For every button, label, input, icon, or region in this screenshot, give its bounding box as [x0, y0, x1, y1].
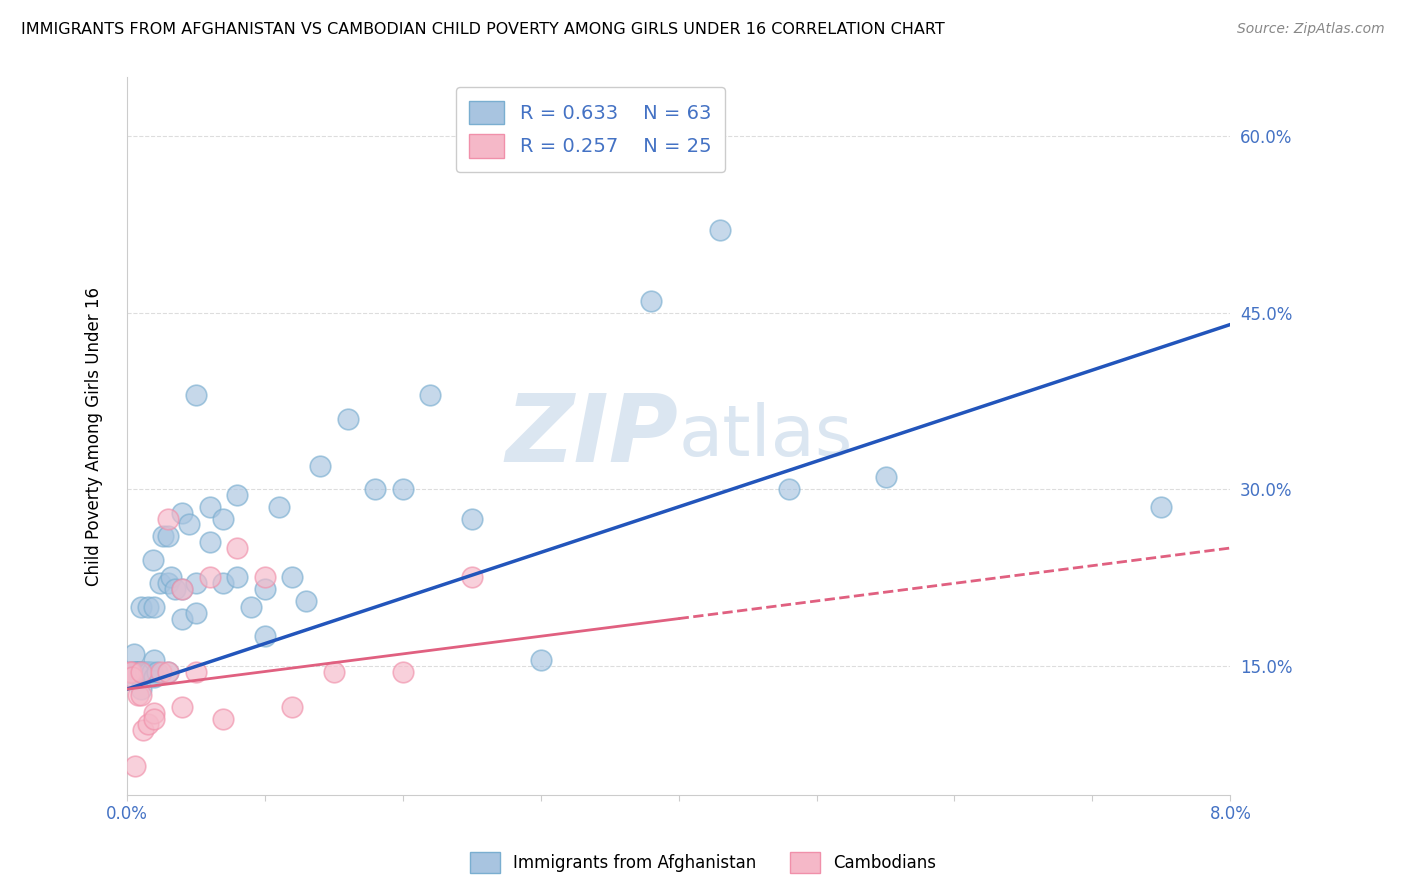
Point: [146, 665, 169, 679]
Point: [172, 611, 194, 625]
Point: [143, 653, 166, 667]
Point: [120, 665, 142, 679]
Point: [132, 723, 155, 738]
Point: [1150, 500, 1173, 514]
Point: [172, 506, 194, 520]
Point: [128, 665, 150, 679]
Point: [461, 570, 484, 584]
Point: [143, 670, 166, 684]
Point: [135, 665, 157, 679]
Point: [122, 665, 145, 679]
Point: [709, 223, 731, 237]
Y-axis label: Child Poverty Among Girls Under 16: Child Poverty Among Girls Under 16: [86, 286, 103, 586]
Point: [281, 699, 304, 714]
Point: [125, 665, 148, 679]
Point: [124, 665, 146, 679]
Point: [336, 411, 359, 425]
Point: [212, 712, 235, 726]
Point: [143, 599, 166, 614]
Point: [875, 470, 897, 484]
Point: [152, 529, 174, 543]
Point: [142, 553, 165, 567]
Point: [253, 629, 276, 643]
Point: [160, 570, 183, 584]
Text: Source: ZipAtlas.com: Source: ZipAtlas.com: [1237, 22, 1385, 37]
Point: [419, 388, 441, 402]
Point: [226, 570, 249, 584]
Point: [198, 570, 221, 584]
Point: [253, 570, 276, 584]
Point: [212, 511, 235, 525]
Point: [172, 582, 194, 597]
Point: [157, 576, 180, 591]
Point: [172, 582, 194, 597]
Point: [240, 599, 263, 614]
Point: [226, 488, 249, 502]
Point: [281, 570, 304, 584]
Point: [143, 712, 166, 726]
Legend: Immigrants from Afghanistan, Cambodians: Immigrants from Afghanistan, Cambodians: [463, 846, 943, 880]
Point: [118, 665, 141, 679]
Point: [124, 758, 146, 772]
Point: [129, 665, 152, 679]
Point: [267, 500, 290, 514]
Point: [118, 665, 141, 679]
Point: [778, 482, 800, 496]
Point: [127, 665, 149, 679]
Point: [120, 665, 142, 679]
Point: [184, 576, 207, 591]
Point: [157, 511, 180, 525]
Point: [253, 582, 276, 597]
Point: [226, 541, 249, 555]
Point: [530, 653, 553, 667]
Point: [129, 665, 152, 679]
Point: [309, 458, 332, 473]
Point: [129, 599, 152, 614]
Point: [198, 500, 221, 514]
Legend: R = 0.633    N = 63, R = 0.257    N = 25: R = 0.633 N = 63, R = 0.257 N = 25: [456, 87, 725, 171]
Point: [136, 665, 159, 679]
Point: [322, 665, 344, 679]
Text: IMMIGRANTS FROM AFGHANISTAN VS CAMBODIAN CHILD POVERTY AMONG GIRLS UNDER 16 CORR: IMMIGRANTS FROM AFGHANISTAN VS CAMBODIAN…: [21, 22, 945, 37]
Point: [138, 665, 160, 679]
Point: [132, 665, 155, 679]
Point: [121, 670, 143, 684]
Point: [364, 482, 387, 496]
Point: [157, 665, 180, 679]
Point: [134, 665, 156, 679]
Point: [129, 688, 152, 702]
Text: ZIP: ZIP: [506, 391, 679, 483]
Point: [150, 665, 173, 679]
Point: [121, 670, 143, 684]
Point: [141, 665, 163, 679]
Point: [640, 293, 662, 308]
Point: [129, 682, 152, 697]
Text: atlas: atlas: [679, 401, 853, 471]
Point: [391, 665, 413, 679]
Point: [212, 576, 235, 591]
Point: [184, 388, 207, 402]
Point: [157, 529, 180, 543]
Point: [122, 647, 145, 661]
Point: [127, 665, 149, 679]
Point: [127, 688, 149, 702]
Point: [172, 699, 194, 714]
Point: [149, 576, 172, 591]
Point: [184, 665, 207, 679]
Point: [391, 482, 413, 496]
Point: [136, 717, 159, 731]
Point: [143, 706, 166, 720]
Point: [198, 535, 221, 549]
Point: [165, 582, 187, 597]
Point: [184, 606, 207, 620]
Point: [295, 594, 318, 608]
Point: [461, 511, 484, 525]
Point: [177, 517, 200, 532]
Point: [136, 599, 159, 614]
Point: [157, 665, 180, 679]
